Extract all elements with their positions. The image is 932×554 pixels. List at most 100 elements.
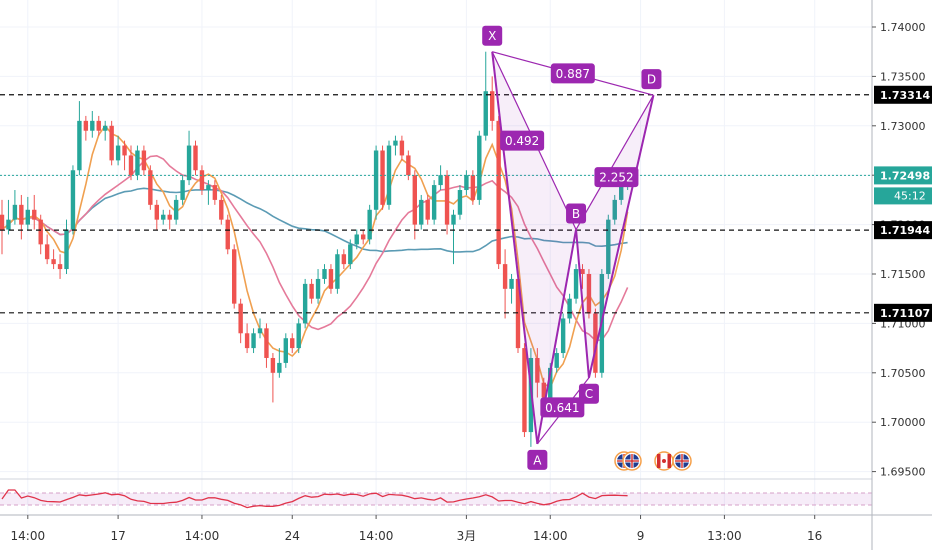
candle-body <box>38 219 43 245</box>
price-tick-label: 1.70000 <box>880 416 926 429</box>
candle-body <box>554 353 559 368</box>
pattern-point-a[interactable]: A <box>527 449 548 470</box>
candle-body <box>341 254 347 265</box>
candle-body <box>612 199 617 220</box>
candle-body <box>393 140 398 146</box>
pattern-point-x[interactable]: X <box>482 25 503 46</box>
ratio-text: 0.887 <box>556 67 590 81</box>
candle-body <box>567 298 572 319</box>
price-tick-label: 1.73500 <box>880 70 926 83</box>
candle-body <box>354 234 359 245</box>
pattern-fill-bcd <box>576 95 654 378</box>
horizontal-levels <box>0 94 872 314</box>
candle-body <box>399 140 405 156</box>
pattern-point-box <box>641 69 662 90</box>
candle-body <box>57 264 63 270</box>
candle-body <box>270 357 276 373</box>
candle-body <box>193 145 198 171</box>
pattern-point-label: X <box>488 29 496 43</box>
flag-cross <box>631 454 633 468</box>
candle-body <box>180 180 185 200</box>
uk-flag-icon[interactable] <box>672 451 692 471</box>
candle-body <box>444 175 450 225</box>
time-tick-label: 14:00 <box>359 529 394 543</box>
candle-body <box>77 120 82 171</box>
candle-body <box>586 274 592 314</box>
candle-body <box>438 175 443 186</box>
candle-body <box>128 155 134 176</box>
candle-body <box>548 367 553 398</box>
time-tick-label: 3月 <box>457 529 477 543</box>
current-price-badge-label: 1.72498 <box>880 169 930 182</box>
price-tick-label: 1.73000 <box>880 120 926 133</box>
candle-body <box>103 125 108 131</box>
level-badge-label: 1.71107 <box>880 307 930 320</box>
time-tick-label: 16 <box>807 529 822 543</box>
time-axis[interactable]: 14:00 17 14:00 24 14:00 3月 14:00 9 13:00 16 <box>0 514 932 543</box>
candle-body <box>373 150 379 210</box>
candle-body <box>322 269 327 279</box>
candle-body <box>490 91 495 121</box>
candle-body <box>225 219 230 250</box>
candle-body <box>290 338 295 349</box>
candle-body <box>135 150 140 176</box>
candle-body <box>470 175 476 200</box>
price-tick-label: 1.69500 <box>880 466 926 479</box>
current-price-badge-box <box>874 166 932 185</box>
ca-flag-icon[interactable] <box>654 451 674 471</box>
candle-body <box>148 170 153 205</box>
ratio-label[interactable]: 0.492 <box>500 130 545 151</box>
candle-body <box>560 318 566 354</box>
candle-body <box>593 313 598 373</box>
pattern-leg-bd <box>575 94 654 230</box>
candle-body <box>464 175 469 191</box>
price-axis[interactable]: 1.740001.735001.730001.725001.720001.715… <box>871 0 932 550</box>
harmonic-pattern[interactable]: X A B C D 0.887 0.492 0.641 2.252 <box>482 25 662 470</box>
candle-body <box>186 145 192 181</box>
candle-body <box>70 170 76 230</box>
candle-body <box>606 219 611 274</box>
time-tick-label: 14:00 <box>11 529 46 543</box>
pattern-point-b[interactable]: B <box>566 203 587 224</box>
ratio-label[interactable]: 2.252 <box>594 167 639 188</box>
uk-flag-icon[interactable] <box>622 451 642 471</box>
candle-body <box>380 150 385 205</box>
ratio-label[interactable]: 0.641 <box>540 397 585 418</box>
candle-body <box>335 254 340 289</box>
time-tick-label: 14:00 <box>185 529 220 543</box>
candle-body <box>109 125 114 161</box>
price-tick-label: 1.71500 <box>880 268 926 281</box>
level-badge-label: 1.73314 <box>880 89 930 102</box>
candle-body <box>115 145 121 161</box>
level-badge-box <box>874 85 932 104</box>
candle-body <box>154 204 159 220</box>
candle-body <box>244 333 250 349</box>
event-icons[interactable] <box>614 451 692 471</box>
ratio-label[interactable]: 0.887 <box>550 63 595 84</box>
flag-cross <box>681 454 683 468</box>
candle-body <box>167 214 172 220</box>
candle-body <box>96 120 101 131</box>
candle-body <box>238 303 243 334</box>
candle-body <box>25 209 30 225</box>
candle-body <box>361 234 366 240</box>
candle-body <box>406 155 411 176</box>
candle-body <box>32 209 37 220</box>
candle-body <box>515 278 521 349</box>
candle-body <box>173 199 179 220</box>
candle-body <box>509 278 514 289</box>
candle-body <box>457 190 463 215</box>
pattern-point-c[interactable]: C <box>578 383 599 404</box>
flag-leaf <box>662 459 666 463</box>
pattern-point-d[interactable]: D <box>641 69 662 90</box>
candle-body <box>90 120 95 131</box>
level-badge-box <box>874 303 932 322</box>
candle-body <box>315 278 321 299</box>
candle-body <box>199 170 205 191</box>
flag-side <box>667 454 671 468</box>
candle-body <box>277 362 282 373</box>
candle-body <box>83 120 89 131</box>
candle-body <box>541 382 546 398</box>
